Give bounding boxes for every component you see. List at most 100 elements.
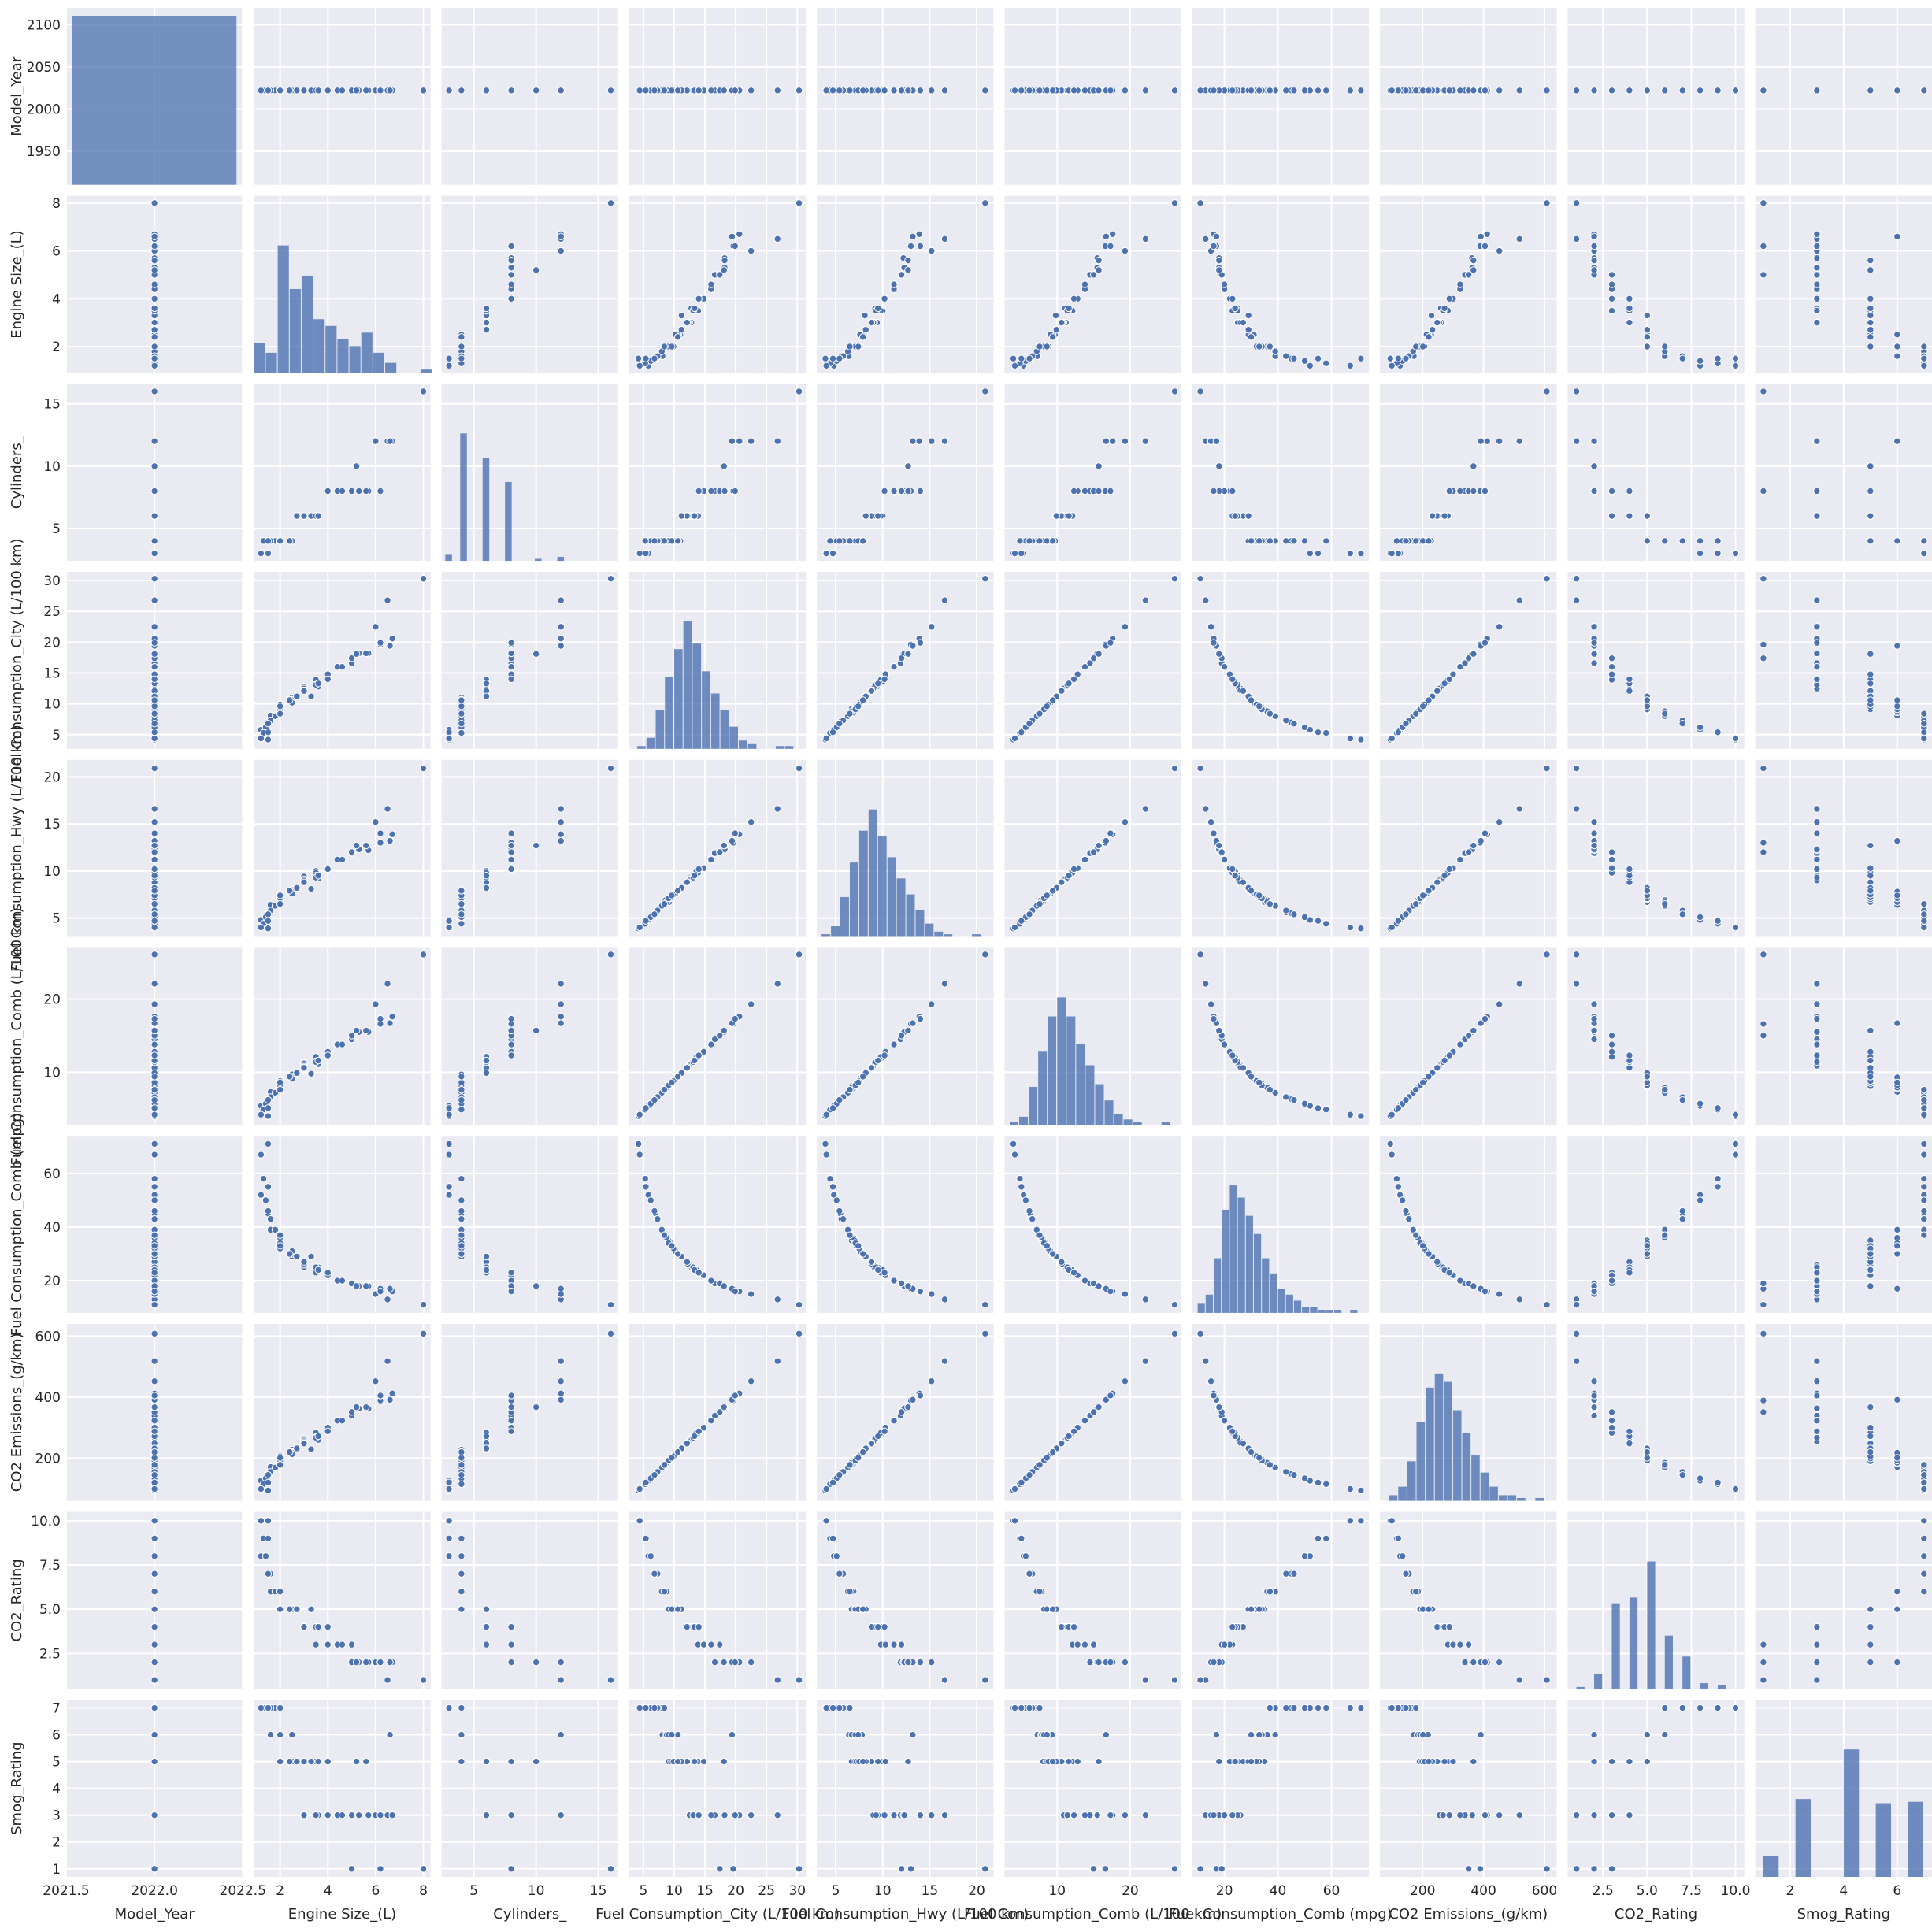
scatter-point-0-3-45 <box>747 87 755 95</box>
scatter-point-4-5-44 <box>1089 848 1098 856</box>
scatter-point-4-9-46 <box>1920 917 1928 925</box>
scatter-point-1-7-59 <box>1481 242 1489 250</box>
scatter-point-1-4-59 <box>916 242 925 250</box>
histogram-bar-6-14 <box>1310 1307 1318 1313</box>
scatter-point-3-4-35 <box>981 575 989 583</box>
y-tick-label-6-0: 20 <box>43 1274 61 1289</box>
scatter-point-1-7-54 <box>1412 343 1420 350</box>
scatter-point-2-8-26 <box>1572 437 1581 445</box>
scatter-point-1-4-56 <box>874 304 882 313</box>
scatter-point-2-5-57 <box>1070 487 1078 495</box>
scatter-point-1-9-32 <box>1867 295 1875 302</box>
scatter-point-4-5-57 <box>1070 865 1078 873</box>
panel-0-5 <box>1004 8 1181 185</box>
scatter-point-3-9-33 <box>1813 649 1821 658</box>
scatter-point-4-3-45 <box>747 818 755 826</box>
scatter-point-1-8-60 <box>1678 354 1686 362</box>
scatter-point-6-3-62 <box>668 1242 676 1250</box>
scatter-point-1-3-54 <box>660 343 669 350</box>
scatter-point-1-8-53 <box>1731 362 1740 369</box>
scatter-point-7-1-56 <box>314 1432 322 1441</box>
y-tick-label-3-0: 5 <box>52 728 61 744</box>
scatter-point-1-6-46 <box>1314 354 1322 362</box>
scatter-point-1-7-53 <box>1388 362 1396 369</box>
scatter-point-2-1-50 <box>338 487 347 495</box>
scatter-point-0-3-62 <box>668 87 676 95</box>
scatter-point-6-4-39 <box>826 1174 834 1183</box>
scatter-point-1-4-63 <box>858 333 867 341</box>
scatter-point-5-2-58 <box>532 1026 540 1035</box>
scatter-point-4-0-63 <box>150 887 158 895</box>
scatter-point-6-2-54 <box>458 1231 465 1239</box>
scatter-point-0-4-44 <box>897 87 906 95</box>
scatter-point-7-1-27 <box>264 1486 273 1495</box>
scatter-point-4-5-60 <box>1025 910 1033 918</box>
histogram-bar-5-8 <box>1085 1065 1095 1125</box>
scatter-point-6-7-39 <box>1392 1174 1401 1183</box>
scatter-point-5-1-62 <box>276 1078 284 1087</box>
scatter-point-5-1-59 <box>376 1014 384 1023</box>
scatter-point-6-2-60 <box>458 1207 465 1215</box>
scatter-point-6-8-63 <box>1643 1250 1652 1258</box>
scatter-point-2-7-57 <box>1445 487 1453 495</box>
histogram-bar-6-15 <box>1318 1310 1326 1313</box>
scatter-point-6-1-28 <box>271 1226 280 1234</box>
scatter-point-6-8-62 <box>1643 1242 1652 1250</box>
scatter-point-3-2-53 <box>445 734 453 743</box>
scatter-point-6-0-21 <box>150 1196 158 1204</box>
scatter-point-6-1-35 <box>419 1300 428 1309</box>
scatter-point-0-2-52 <box>557 87 565 95</box>
scatter-point-1-2-45 <box>557 247 565 255</box>
histogram-bar-3-16 <box>784 746 794 749</box>
scatter-point-1-9-35 <box>1760 199 1767 207</box>
scatter-point-1-9-51 <box>1867 256 1875 265</box>
scatter-point-5-9-62 <box>1893 1078 1901 1087</box>
scatter-point-4-8-50 <box>1608 855 1616 864</box>
scatter-point-0-1-63 <box>286 87 294 95</box>
scatter-point-6-9-40 <box>1920 1215 1928 1223</box>
histogram-bar-3-5 <box>683 621 692 749</box>
scatter-point-0-7-60 <box>1402 87 1410 95</box>
scatter-point-5-6-60 <box>1290 1096 1298 1104</box>
scatter-point-0-1-59 <box>376 87 384 95</box>
y-tick-label-2-2: 15 <box>43 397 61 413</box>
scatter-point-1-9-60 <box>1920 354 1928 362</box>
scatter-point-2-5-35 <box>1170 388 1179 395</box>
scatter-point-6-9-50 <box>1813 1277 1821 1285</box>
histogram-bar-1-4 <box>301 275 313 373</box>
scatter-point-3-8-54 <box>1661 710 1669 718</box>
scatter-point-4-1-53 <box>257 923 265 932</box>
scatter-point-3-5-62 <box>1043 703 1051 710</box>
scatter-point-2-4-51 <box>904 487 912 495</box>
scatter-point-5-7-56 <box>1441 1056 1448 1065</box>
scatter-point-3-0-53 <box>150 734 158 743</box>
y-tick-label-1-0: 2 <box>52 339 61 355</box>
scatter-point-2-1-46 <box>264 549 273 558</box>
scatter-point-3-4-48 <box>867 687 876 695</box>
scatter-point-6-4-54 <box>846 1231 854 1239</box>
scatter-point-6-9-35 <box>1760 1300 1767 1309</box>
histogram-bar-4-11 <box>925 923 934 937</box>
scatter-point-1-3-51 <box>721 256 729 265</box>
scatter-point-6-1-62 <box>276 1242 284 1250</box>
scatter-point-0-8-54 <box>1661 87 1669 95</box>
scatter-point-5-8-57 <box>1626 1051 1633 1059</box>
scatter-point-4-9-57 <box>1813 865 1821 873</box>
scatter-point-6-1-0 <box>257 1191 265 1199</box>
scatter-point-4-2-54 <box>458 899 465 908</box>
scatter-point-4-0-26 <box>150 805 158 813</box>
scatter-point-0-3-26 <box>773 87 781 95</box>
histogram-bar-1-5 <box>313 319 325 373</box>
scatter-point-0-4-26 <box>940 87 949 95</box>
scatter-point-3-7-62 <box>1418 703 1427 710</box>
scatter-point-3-7-63 <box>1425 696 1433 704</box>
scatter-point-2-3-45 <box>747 437 755 445</box>
scatter-point-1-3-60 <box>651 354 658 362</box>
scatter-point-6-4-56 <box>874 1266 882 1274</box>
scatter-point-2-4-55 <box>862 512 870 520</box>
scatter-point-2-4-58 <box>904 462 912 470</box>
scatter-point-5-4-35 <box>981 951 989 959</box>
scatter-point-1-4-60 <box>836 354 844 362</box>
scatter-point-4-3-58 <box>720 841 728 850</box>
scatter-point-6-4-59 <box>916 1287 925 1296</box>
